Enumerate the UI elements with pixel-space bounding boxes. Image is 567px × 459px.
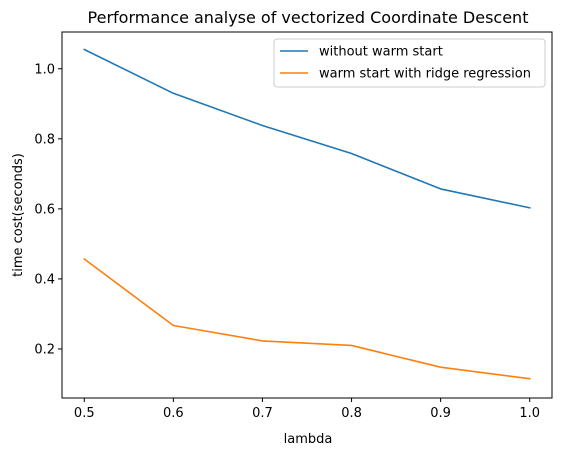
y-tick-label: 1.0 bbox=[34, 62, 55, 77]
x-tick-label: 1.0 bbox=[519, 406, 540, 421]
x-tick-label: 0.7 bbox=[252, 406, 273, 421]
y-tick-label: 0.4 bbox=[34, 272, 55, 287]
x-tick-label: 0.5 bbox=[74, 406, 95, 421]
x-axis-label: lambda bbox=[284, 432, 333, 447]
y-tick-label: 0.2 bbox=[34, 342, 55, 357]
y-tick-label: 0.6 bbox=[34, 202, 55, 217]
legend-label-1: without warm start bbox=[319, 45, 443, 60]
x-tick-label: 0.9 bbox=[430, 406, 451, 421]
y-axis-label: time cost(seconds) bbox=[11, 153, 26, 277]
legend: without warm start warm start with ridge … bbox=[274, 39, 545, 87]
chart-title: Performance analyse of vectorized Coordi… bbox=[88, 8, 529, 27]
x-tick-label: 0.8 bbox=[341, 406, 362, 421]
y-tick-label: 0.8 bbox=[34, 132, 55, 147]
legend-label-2: warm start with ridge regression bbox=[319, 67, 531, 82]
x-tick-label: 0.6 bbox=[163, 406, 184, 421]
